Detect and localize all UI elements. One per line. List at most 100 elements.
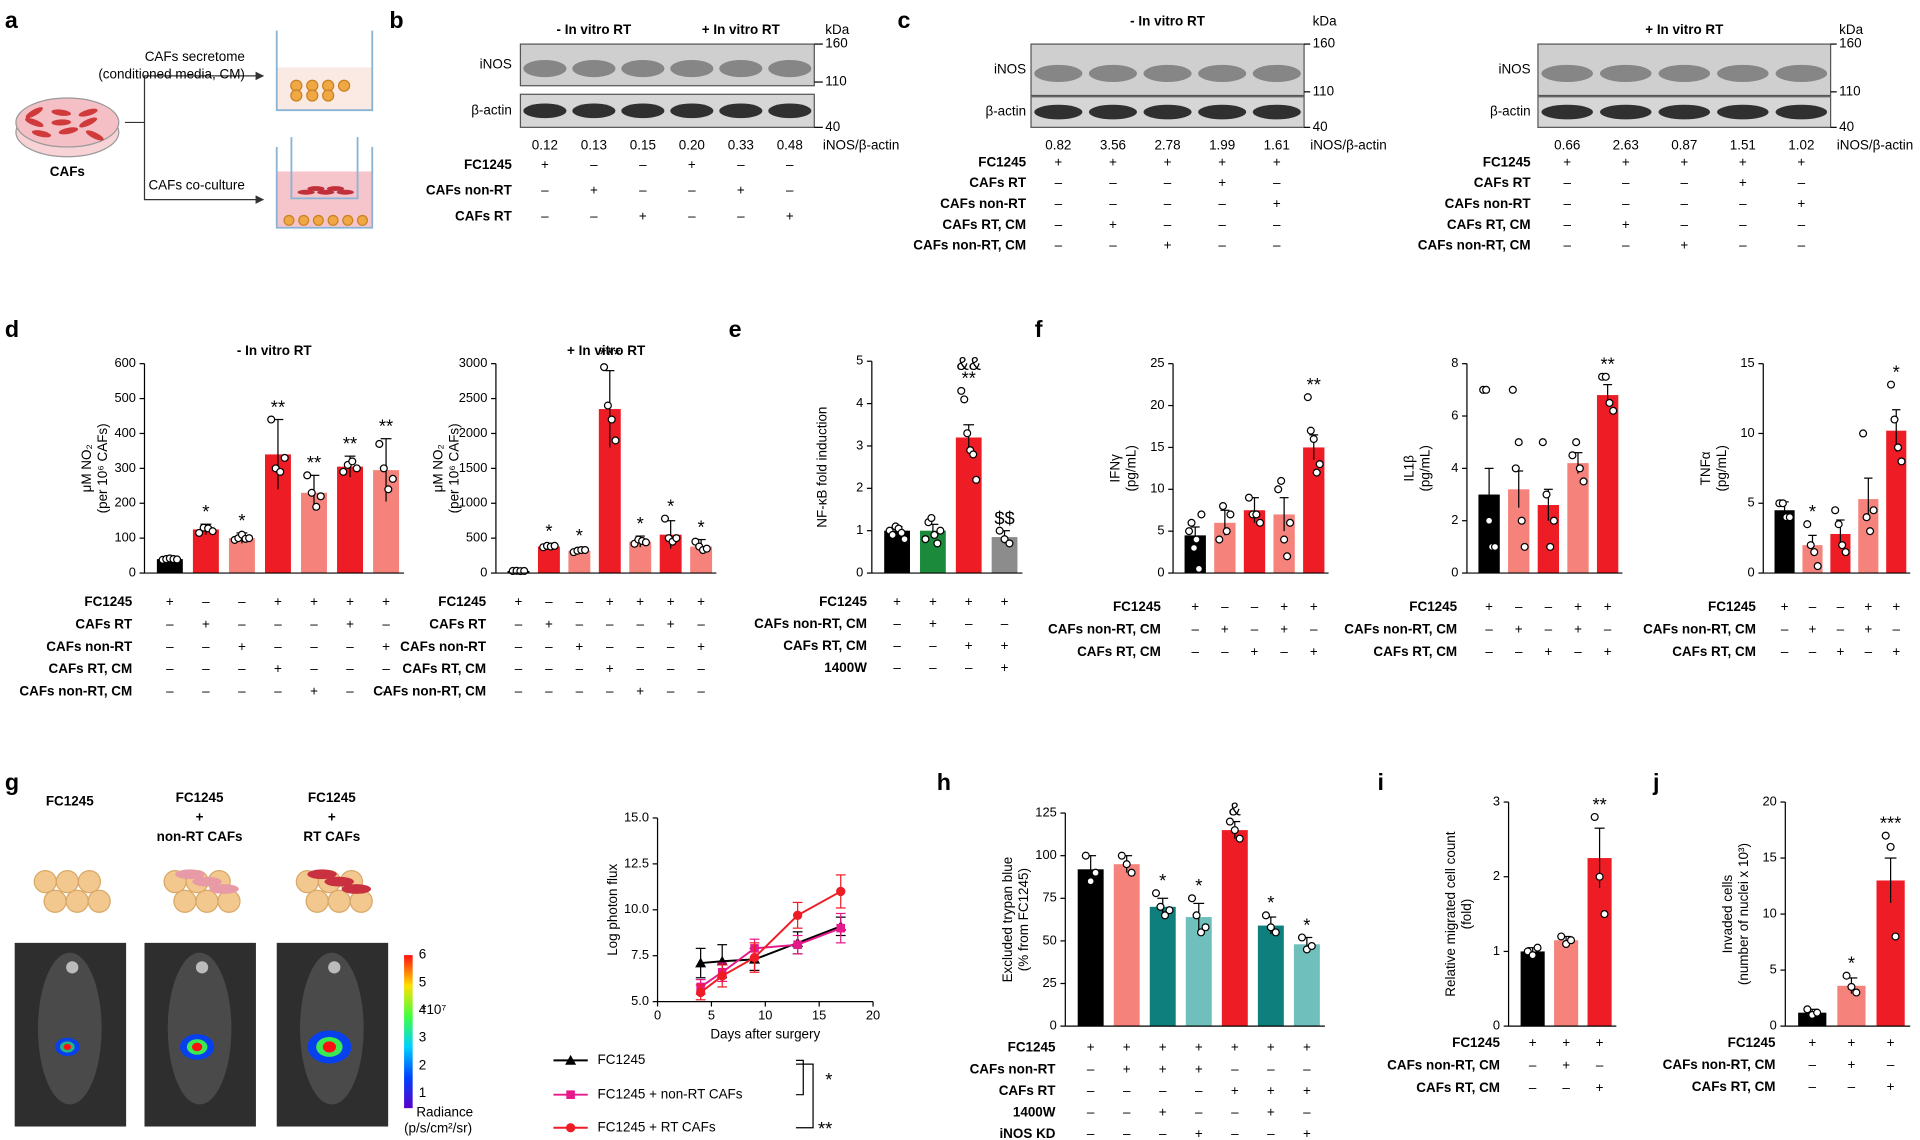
condition-sign: +: [590, 183, 598, 198]
data-point: [1813, 1008, 1822, 1017]
data-point: [749, 952, 760, 963]
condition-sign: –: [1837, 599, 1845, 614]
data-point: [1306, 426, 1315, 435]
condition-label: FC1245: [978, 154, 1026, 169]
data-point: [1197, 510, 1206, 519]
blot-band: [1088, 64, 1137, 83]
condition-sign: +: [202, 616, 210, 631]
y-axis-label: (fold): [1459, 899, 1474, 930]
condition-sign: –: [1123, 1104, 1131, 1119]
kda-title: kDa: [1313, 14, 1337, 29]
ratio-value: 0.87: [1671, 137, 1697, 152]
blot-band: [523, 60, 567, 78]
data-point: [208, 527, 217, 536]
condition-label: FC1245: [1483, 154, 1531, 169]
data-point: [379, 464, 388, 473]
ratio-value: 2.78: [1154, 137, 1180, 152]
ratio-label: iNOS/β-actin: [1310, 137, 1387, 152]
condition-sign: –: [1798, 175, 1806, 190]
cell-icon: [77, 870, 102, 894]
data-point: [339, 467, 348, 476]
condition-sign: –: [576, 594, 584, 609]
condition-sign: +: [1622, 154, 1630, 169]
data-point: [900, 535, 909, 544]
blot-band: [572, 60, 616, 78]
data-point: [936, 526, 945, 535]
condition-sign: –: [786, 183, 794, 198]
ratio-label: iNOS/β-actin: [1837, 137, 1914, 152]
condition-sign: –: [166, 661, 174, 676]
data-point: [1572, 438, 1581, 447]
condition-sign: +: [1887, 1035, 1895, 1050]
y-tick-label: 125: [1035, 804, 1056, 819]
cell-icon: [327, 889, 351, 913]
bar: [1554, 940, 1579, 1027]
condition-sign: +: [1267, 1040, 1275, 1055]
condition-sign: +: [1123, 1040, 1131, 1055]
data-point: [1600, 910, 1609, 919]
significance: **: [1307, 374, 1321, 395]
blot-band: [1198, 64, 1247, 83]
bar: [1886, 430, 1907, 574]
y-tick-label: 2: [856, 480, 863, 495]
data-point: [1266, 923, 1275, 932]
condition-sign: +: [1739, 154, 1747, 169]
condition-sign: –: [1159, 1083, 1167, 1098]
condition-sign: +: [1303, 1126, 1311, 1140]
data-point: [1307, 941, 1316, 951]
condition-label: CAFs RT, CM: [402, 661, 486, 676]
condition-sign: +: [1808, 1035, 1816, 1050]
bar: [1214, 522, 1236, 574]
ratio-value: 0.12: [532, 137, 558, 152]
condition-sign: –: [1109, 196, 1117, 211]
condition-sign: –: [929, 660, 937, 675]
data-point: [1185, 527, 1194, 536]
blot-row-label: β-actin: [1490, 104, 1531, 119]
blot-group-title: - In vitro RT: [557, 22, 633, 37]
data-point: [1508, 385, 1517, 394]
condition-sign: –: [1221, 599, 1229, 614]
data-point: [1549, 516, 1558, 525]
bar: [1508, 489, 1530, 574]
data-point: [1485, 516, 1494, 525]
condition-sign: –: [545, 594, 553, 609]
condition-sign: –: [1267, 1126, 1275, 1140]
data-point: [1297, 933, 1307, 942]
condition-sign: –: [965, 616, 973, 631]
cell: [51, 109, 71, 116]
condition-label: FC1245: [1008, 1040, 1056, 1055]
condition-sign: –: [1781, 644, 1789, 659]
blot-band: [1541, 104, 1593, 120]
condition-label: 1400W: [1013, 1104, 1056, 1119]
data-point: [1283, 552, 1292, 561]
condition-sign: +: [1604, 644, 1612, 659]
significance: $$: [994, 508, 1014, 529]
blot-band: [1143, 104, 1192, 120]
y-tick-label: 2500: [459, 390, 488, 405]
data-point: [1189, 543, 1199, 552]
condition-sign: +: [1218, 175, 1226, 190]
condition-sign: –: [590, 208, 598, 223]
condition-label: CAFs non-RT: [970, 1061, 1057, 1076]
data-point: [1575, 464, 1584, 473]
cell-icon: [195, 889, 219, 913]
panel-label: i: [1378, 769, 1384, 795]
y-axis-label: (pg/mL): [1714, 445, 1729, 491]
panel-label: j: [1652, 769, 1659, 795]
condition-sign: –: [636, 661, 644, 676]
significance: **: [1592, 794, 1606, 815]
blot-band: [1775, 104, 1828, 120]
data-point: [1256, 518, 1265, 527]
group-title: FC1245: [46, 794, 94, 809]
x-tick-label: 20: [866, 1008, 880, 1023]
condition-sign: –: [346, 661, 354, 676]
legend-label: FC1245 + non-RT CAFs: [598, 1086, 743, 1101]
panel-label: a: [5, 7, 19, 33]
kda-title: kDa: [825, 22, 849, 37]
condition-sign: +: [166, 594, 174, 609]
blot-row-label: β-actin: [471, 102, 512, 117]
condition-sign: +: [1195, 1040, 1203, 1055]
diagram-text: CAFs secretome: [145, 49, 245, 64]
condition-label: iNOS KD: [999, 1126, 1055, 1140]
tumor-cell: [312, 214, 324, 226]
